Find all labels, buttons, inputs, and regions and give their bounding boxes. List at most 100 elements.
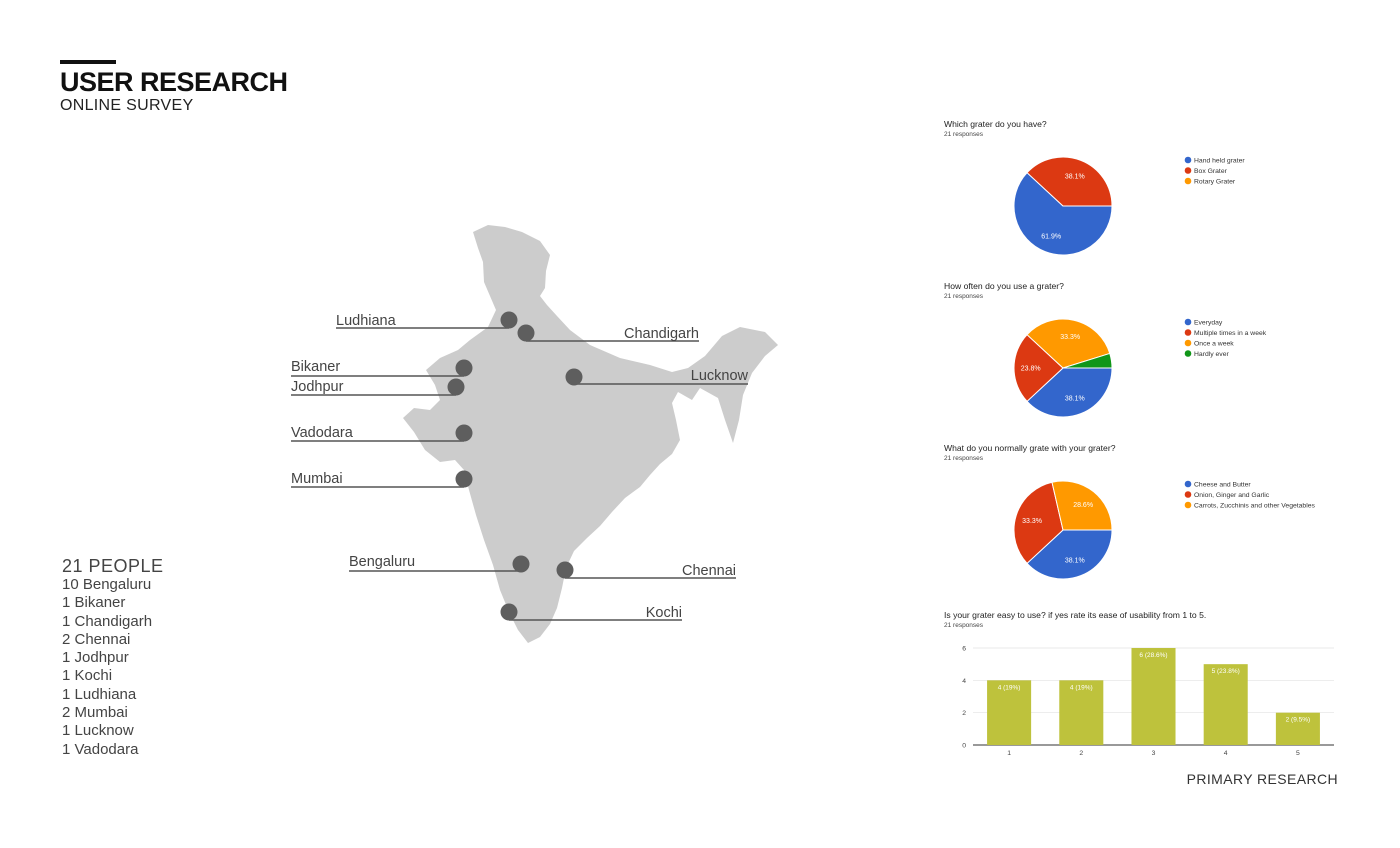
india-shape (403, 225, 778, 643)
chart-subtitle: 21 responses (944, 455, 984, 462)
label-bikaner: Bikaner (291, 359, 340, 375)
map-markers (447, 311, 583, 621)
pie-plot: 38.1% 23.8% 33.3% Everyday Multiple times in… (1013, 318, 1267, 418)
city-count: 1 Jodhpur (62, 649, 129, 667)
chart-title: How often do you use a grater? (944, 281, 1064, 291)
label-lucknow: Lucknow (691, 368, 749, 384)
city-count: 1 Vadodara (62, 740, 139, 758)
slice-label: 28.6% (1073, 502, 1093, 509)
legend-label: Rotary Grater (1194, 179, 1236, 186)
label-chandigarh: Chandigarh (624, 326, 699, 342)
city-count: 1 Lucknow (62, 722, 134, 740)
chart-title: What do you normally grate with your gra… (944, 443, 1116, 453)
legend-label: Hardly ever (1194, 351, 1229, 358)
legend-label: Carrots, Zucchinis and other Vegetables (1194, 503, 1316, 510)
legend-label: Box Grater (1194, 168, 1228, 175)
city-count: 1 Kochi (62, 667, 113, 685)
header-rule (60, 60, 116, 64)
label-jodhpur: Jodhpur (291, 379, 344, 395)
label-bengaluru: Bengaluru (349, 554, 415, 570)
label-chennai: Chennai (682, 563, 736, 579)
people-summary: 21 PEOPLE 10 Bengaluru 1 Bikaner 1 Chand… (62, 556, 164, 759)
x-tick-label: 5 (1296, 750, 1300, 757)
marker-bikaner (455, 359, 473, 377)
pie-slice (1026, 156, 1113, 207)
pie-slice (1062, 352, 1113, 369)
label-ludhiana: Ludhiana (336, 313, 397, 329)
chart-subtitle: 21 responses (944, 131, 984, 138)
y-tick-label: 4 (962, 678, 966, 685)
page-subtitle: ONLINE SURVEY (60, 97, 194, 114)
slice-label: 33.3% (1022, 518, 1042, 525)
legend-swatch (1184, 350, 1192, 357)
page-title: USER RESEARCH (60, 67, 288, 97)
marker-kochi (500, 603, 518, 621)
label-kochi: Kochi (646, 605, 682, 621)
pie-slice (1051, 480, 1113, 531)
pie-chart-grated-items: What do you normally grate with your gra… (930, 443, 1350, 593)
bar (1131, 648, 1176, 745)
y-tick-label: 2 (962, 710, 966, 717)
label-mumbai: Mumbai (291, 471, 343, 487)
people-heading: 21 PEOPLE (62, 556, 164, 576)
city-count: 10 Bengaluru (62, 576, 152, 593)
pie-slice (1026, 367, 1113, 418)
legend-label: Everyday (1194, 320, 1223, 327)
pie-slice (1026, 529, 1113, 580)
city-count: 1 Ludhiana (62, 685, 137, 703)
pie-slice (1013, 333, 1064, 403)
marker-chennai (556, 561, 574, 579)
slice-label: 38.1% (1065, 396, 1085, 403)
city-count: 1 Bikaner (62, 594, 126, 612)
legend-swatch (1184, 339, 1192, 347)
legend-swatch (1184, 318, 1192, 326)
pie-slice (1013, 171, 1113, 256)
legend-label: Cheese and Butter (1194, 482, 1251, 489)
bar-data-label: 4 (19%) (998, 684, 1021, 691)
legend-label: Hand held grater (1194, 158, 1245, 165)
legend-label: Onion, Ginger and Garlic (1194, 492, 1270, 499)
city-count: 2 Chennai (62, 630, 131, 648)
bar (1203, 664, 1248, 745)
map-leader-lines (291, 327, 748, 621)
bar (987, 680, 1032, 745)
legend-swatch (1184, 501, 1192, 509)
legend-swatch (1184, 491, 1192, 498)
bar-chart-usability: Is your grater easy to use? if yes rate … (930, 610, 1350, 760)
y-tick-label: 0 (962, 743, 966, 750)
pie-chart-grater-type: Which grater do you have? 21 responses 6… (930, 119, 1350, 269)
map-labels: Ludhiana Chandigarh Bikaner Jodhpur Luck… (291, 313, 749, 621)
legend-swatch (1184, 480, 1192, 488)
pie-slice (1026, 318, 1111, 369)
x-tick-label: 2 (1079, 750, 1083, 757)
marker-ludhiana (500, 311, 518, 329)
legend-swatch (1184, 177, 1192, 185)
footer-label: PRIMARY RESEARCH (1186, 771, 1338, 787)
marker-bengaluru (512, 555, 530, 573)
pie-slice (1013, 481, 1064, 565)
bar-data-label: 4 (19%) (1070, 684, 1093, 691)
chart-subtitle: 21 responses (944, 293, 984, 300)
y-tick-label: 6 (962, 646, 966, 653)
x-tick-label: 3 (1152, 750, 1156, 757)
slice-label: 61.9% (1041, 234, 1061, 241)
bar (1275, 712, 1320, 745)
city-count: 2 Mumbai (62, 704, 128, 722)
bar-data-label: 2 (9.5%) (1286, 717, 1311, 724)
x-tick-label: 1 (1007, 750, 1011, 757)
slice-label: 38.1% (1065, 173, 1085, 180)
chart-title: Which grater do you have? (944, 119, 1047, 129)
slice-label: 33.3% (1060, 334, 1080, 341)
slice-label: 23.8% (1021, 366, 1041, 373)
chart-title: Is your grater easy to use? if yes rate … (944, 610, 1207, 620)
bar-data-label: 5 (23.8%) (1212, 668, 1240, 675)
legend-swatch (1184, 329, 1192, 336)
legend-label: Once a week (1194, 341, 1234, 348)
chart-subtitle: 21 responses (944, 622, 984, 629)
marker-mumbai (455, 470, 473, 488)
marker-lucknow (565, 368, 583, 386)
bar-data-label: 6 (28.6%) (1139, 652, 1167, 659)
page-header: USER RESEARCH ONLINE SURVEY (60, 60, 288, 115)
legend-swatch (1184, 156, 1192, 164)
